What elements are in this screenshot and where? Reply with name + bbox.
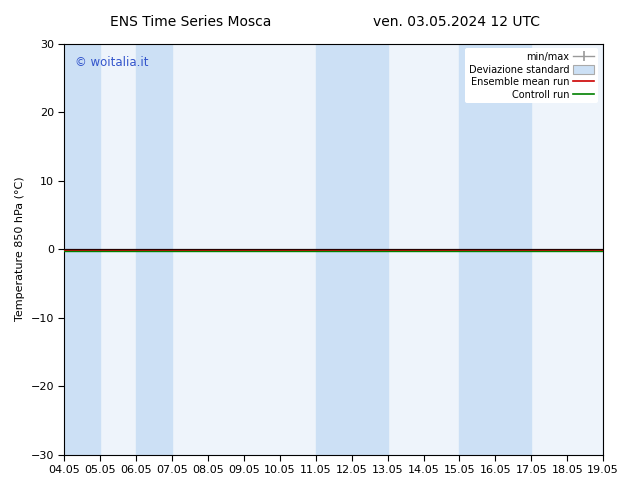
Bar (65, 44, 100, 455)
Bar (316, 44, 387, 455)
Bar (136, 44, 172, 455)
Text: © woitalia.it: © woitalia.it (75, 56, 149, 69)
Legend: min/max, Deviazione standard, Ensemble mean run, Controll run: min/max, Deviazione standard, Ensemble m… (465, 49, 598, 103)
Text: ENS Time Series Mosca: ENS Time Series Mosca (110, 15, 271, 29)
Y-axis label: Temperature 850 hPa (°C): Temperature 850 hPa (°C) (15, 177, 25, 321)
Bar (603, 44, 634, 455)
Bar (460, 44, 531, 455)
Text: ven. 03.05.2024 12 UTC: ven. 03.05.2024 12 UTC (373, 15, 540, 29)
